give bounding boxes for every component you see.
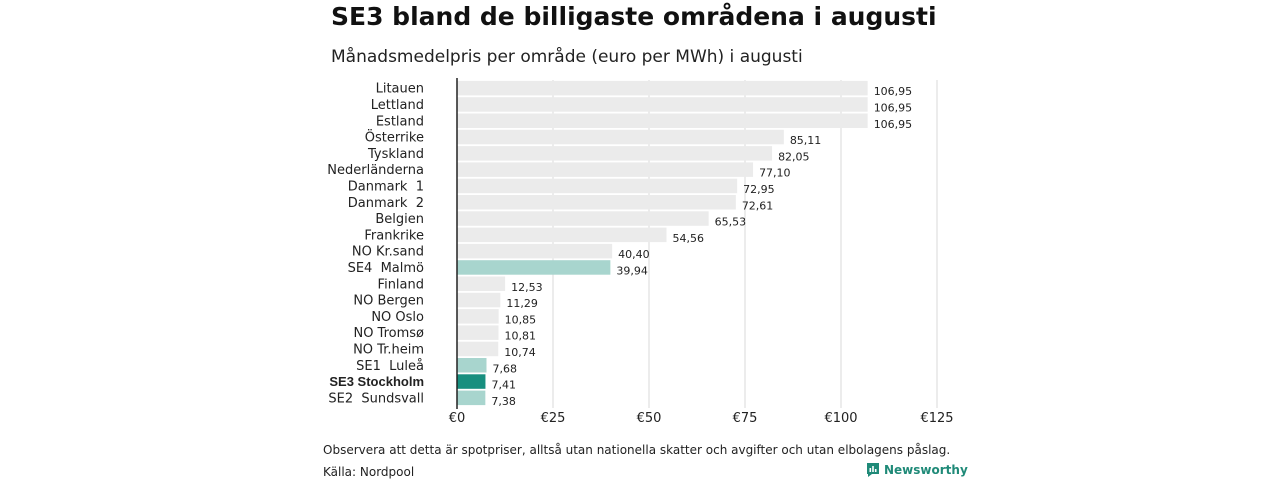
category-label: Belgien [375,212,424,227]
value-label: 11,29 [506,297,538,310]
category-label: SE2 Sundsvall [328,391,424,406]
category-label: NO Tromsø [353,326,424,341]
x-tick-label: €0 [449,411,466,426]
category-label: SE4 Malmö [348,261,424,276]
value-label: 106,95 [874,101,913,114]
x-tick-label: €125 [920,411,953,426]
brand-logo: Newsworthy [866,462,968,478]
category-label: NO Tr.heim [353,342,424,357]
category-label: Nederländerna [327,163,424,178]
bar [457,309,499,324]
bars [457,80,868,406]
bar [457,162,754,177]
category-labels: LitauenLettlandEstlandÖsterrikeTysklandN… [327,82,424,407]
category-label: Danmark 1 [348,179,424,194]
bar [457,390,486,406]
value-label: 39,94 [616,264,648,277]
bar [457,374,486,389]
x-tick-label: €100 [824,411,857,426]
x-axis-ticks: €0 €25 €50 €75 €100 €125 [449,411,954,426]
bar [457,341,499,357]
value-label: 7,68 [492,362,517,375]
bar [457,97,868,112]
value-label: 106,95 [874,85,913,98]
bar [457,292,501,308]
bar [457,80,868,96]
x-tick-label: €50 [637,411,662,426]
value-label: 72,95 [743,183,775,196]
brand-name: Newsworthy [884,463,968,477]
bar [457,129,784,145]
bar [457,146,773,161]
bar [457,211,709,226]
bar [457,178,738,194]
bar [457,195,736,210]
footnote: Observera att detta är spotpriser, allts… [323,443,951,457]
chart-title: SE3 bland de billigaste områdena i augus… [331,2,937,31]
category-label: Danmark 2 [348,196,424,211]
category-label: Lettland [371,98,424,113]
category-label: NO Kr.sand [352,245,424,260]
bar [457,243,613,259]
value-label: 10,85 [505,313,537,326]
value-labels: 106,95 106,95 106,95 85,11 82,05 77,10 72,95 72… [491,85,912,408]
value-label: 77,10 [759,167,791,180]
value-label: 12,53 [511,281,543,294]
bar [457,227,667,243]
category-label: Litauen [376,82,424,97]
value-label: 106,95 [874,118,913,131]
category-label: Finland [378,277,424,292]
bar [457,325,499,340]
category-label: SE1 Luleå [356,359,424,374]
value-label: 85,11 [790,134,822,147]
category-label: Tyskland [367,147,424,162]
bar [457,113,868,128]
category-label: SE3 Stockholm [329,374,424,389]
value-label: 10,81 [505,330,536,343]
category-label: Estland [376,114,424,129]
x-tick-label: €25 [541,411,566,426]
bar [457,260,611,275]
category-label: Frankrike [364,228,424,243]
value-label: 40,40 [618,248,650,261]
value-label: 10,74 [504,346,535,359]
value-label: 65,53 [715,216,747,229]
bar-chart: LitauenLettlandEstlandÖsterrikeTysklandN… [327,78,954,426]
value-label: 72,61 [742,199,774,212]
value-label: 54,56 [673,232,705,245]
bar [457,358,487,373]
value-label: 7,41 [491,379,516,392]
value-label: 82,05 [778,150,810,163]
source-credit: Källa: Nordpool [323,465,415,479]
x-tick-label: €75 [733,411,758,426]
category-label: NO Bergen [353,294,424,309]
value-label: 7,38 [491,395,516,408]
chart-subtitle: Månadsmedelpris per område (euro per MWh… [331,47,803,67]
category-label: NO Oslo [371,310,424,325]
newsworthy-logo-icon [867,463,879,477]
bar [457,276,506,291]
category-label: Österrike [365,129,424,146]
